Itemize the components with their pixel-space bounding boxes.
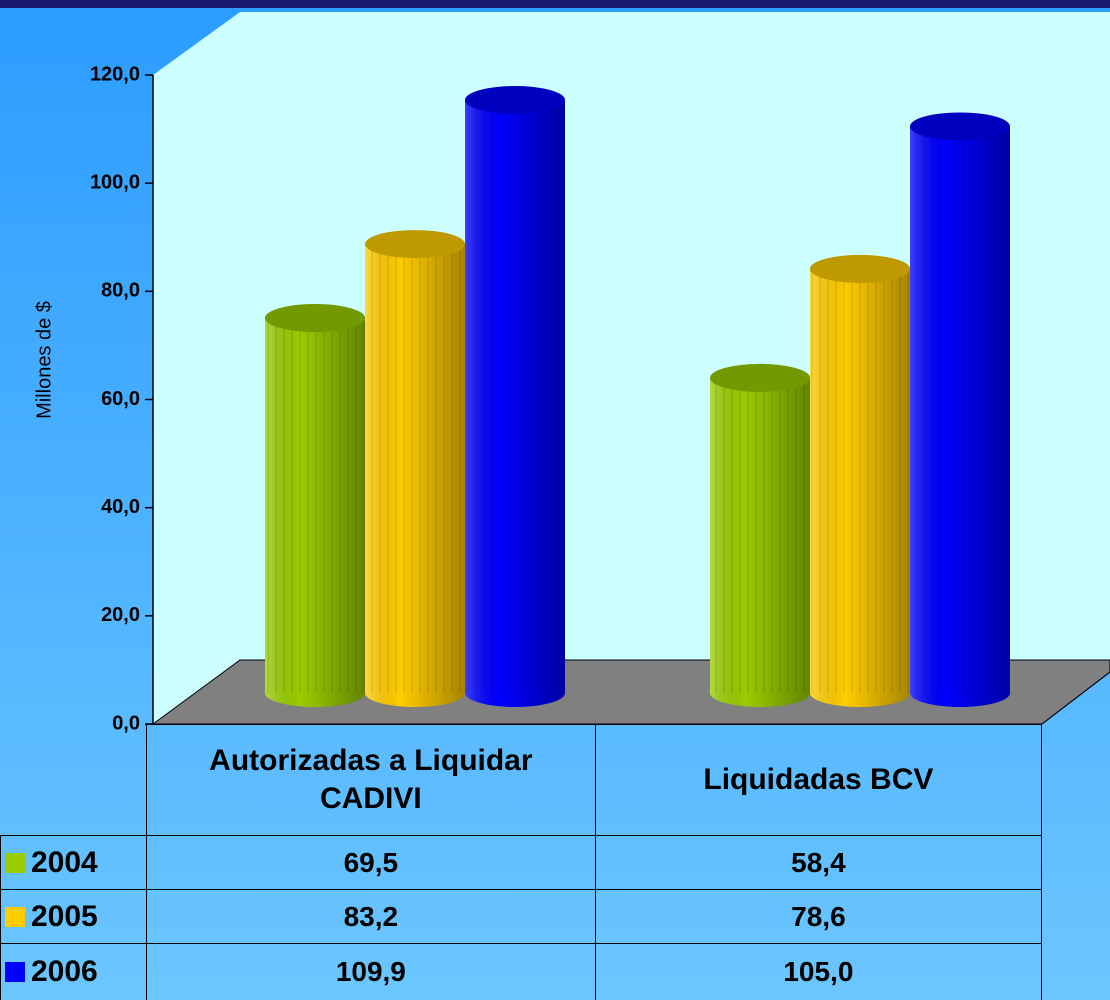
- data-row: 2006 109,9 105,0: [0, 943, 1043, 1000]
- bar-top-shade: [710, 363, 810, 392]
- y-axis-label: Millones de $: [33, 301, 55, 419]
- bar-top: [465, 86, 565, 114]
- bar-top: [910, 112, 1010, 141]
- category-label: Autorizadas a Liquidar CADIVI: [145, 724, 596, 836]
- bar-stripes: [465, 100, 565, 693]
- legend-cell: 2006: [0, 943, 147, 1000]
- bar-top-shade: [265, 303, 365, 332]
- legend-cell: 2004: [0, 835, 147, 890]
- value-label: 78,6: [594, 889, 1043, 944]
- legend-swatch: [5, 962, 25, 982]
- top-band: [0, 0, 1110, 8]
- value-label: 105,0: [594, 943, 1043, 1000]
- legend-label: 2005: [31, 899, 98, 933]
- bar-top-shade: [910, 112, 1010, 141]
- bar-top: [365, 230, 465, 259]
- data-table: Autorizadas a Liquidar CADIVI Liquidadas …: [0, 724, 1043, 1000]
- value-label: 58,4: [594, 835, 1043, 890]
- bar-stripes: [265, 317, 365, 693]
- floor-edge: [1041, 671, 1110, 725]
- y-tick-label: 100,0: [90, 171, 140, 193]
- bar-top: [810, 254, 910, 283]
- y-tick-label: 20,0: [101, 604, 140, 626]
- y-tick-label: 40,0: [101, 496, 140, 518]
- header-row: Autorizadas a Liquidar CADIVI Liquidadas …: [0, 724, 1043, 836]
- legend-swatch: [5, 906, 25, 927]
- y-tick-label: 80,0: [101, 280, 140, 302]
- data-row: 2004 69,5 58,4: [0, 835, 1043, 890]
- bar-top-shade: [365, 230, 465, 259]
- bar-top: [265, 303, 365, 332]
- category-label: Liquidadas BCV: [594, 724, 1043, 836]
- bar-top-shade: [810, 254, 910, 283]
- value-label: 83,2: [145, 889, 596, 944]
- data-row: 2005 83,2 78,6: [0, 889, 1043, 944]
- bar-stripes: [810, 268, 910, 693]
- corner-cell: [0, 724, 147, 836]
- value-label: 69,5: [145, 835, 596, 890]
- legend-label: 2006: [31, 955, 98, 988]
- bar-stripes: [710, 377, 810, 693]
- legend-label: 2004: [31, 845, 98, 879]
- bar-stripes: [910, 126, 1010, 693]
- legend-cell: 2005: [0, 889, 147, 944]
- value-label: 109,9: [145, 943, 596, 1000]
- bar-top: [710, 363, 810, 392]
- bar-top-shade: [465, 86, 565, 114]
- bar-stripes: [365, 244, 465, 693]
- y-tick-label: 120,0: [90, 63, 140, 85]
- legend-swatch: [5, 852, 25, 873]
- y-tick-label: 60,0: [101, 388, 140, 410]
